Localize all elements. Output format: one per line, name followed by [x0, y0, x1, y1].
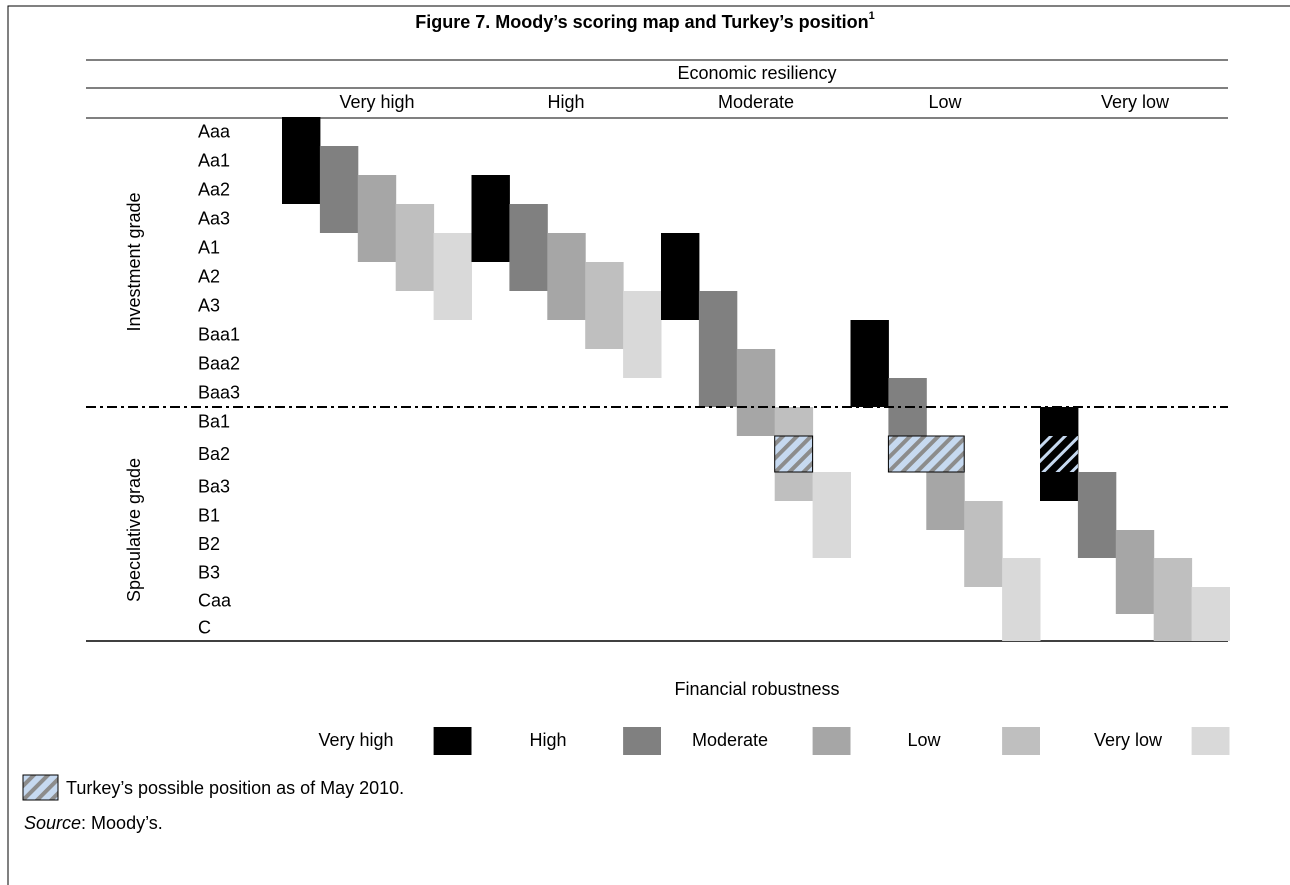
turkey-position	[774, 435, 814, 473]
score-block	[812, 472, 851, 558]
rating-label: B2	[198, 534, 220, 554]
note-icon	[22, 774, 59, 801]
column-header: Very low	[1101, 92, 1170, 112]
rating-label: Ba2	[198, 444, 230, 464]
source: Source: Moody’s.	[24, 813, 163, 833]
turkey-position	[887, 435, 965, 473]
rating-label: C	[198, 617, 211, 637]
score-block	[964, 501, 1003, 587]
rating-label: Ba1	[198, 411, 230, 431]
score-block	[1191, 587, 1230, 641]
score-block	[623, 291, 662, 378]
column-header: Very high	[339, 92, 414, 112]
score-block	[1002, 558, 1041, 641]
legend-swatch	[1191, 727, 1230, 755]
score-block	[1077, 472, 1117, 558]
rating-label: Baa1	[198, 324, 240, 344]
rating-label: Aaa	[198, 121, 231, 141]
rating-label: Baa2	[198, 353, 240, 373]
score-block	[850, 320, 889, 407]
legend-swatch	[433, 727, 472, 755]
legend-label: Very low	[1094, 730, 1163, 750]
footnote-mark: 1	[869, 10, 875, 22]
score-block	[585, 262, 624, 349]
rating-label: A3	[198, 295, 220, 315]
legend-label: Low	[907, 730, 941, 750]
column-header: High	[547, 92, 584, 112]
legend-swatch	[1002, 727, 1040, 755]
legend-label: Moderate	[692, 730, 768, 750]
title-text: Figure 7. Moody’s scoring map and Turkey…	[415, 12, 868, 32]
group-label: Speculative grade	[124, 458, 144, 602]
rating-label: Aa2	[198, 179, 230, 199]
score-block	[698, 291, 738, 407]
score-block	[395, 204, 435, 291]
frame	[7, 5, 1290, 885]
turkey-position	[1040, 436, 1078, 472]
score-block	[471, 175, 510, 262]
rating-label: Aa1	[198, 150, 230, 170]
rating-label: Caa	[198, 590, 232, 610]
legend-label: High	[529, 730, 566, 750]
note: Turkey’s possible position as of May 201…	[66, 778, 404, 798]
score-block	[661, 233, 700, 320]
source-text: : Moody’s.	[81, 813, 163, 833]
score-block	[736, 349, 776, 436]
rating-label: B3	[198, 562, 220, 582]
rating-label: B1	[198, 505, 220, 525]
legend-label: Very high	[318, 730, 393, 750]
rating-label: Aa3	[198, 208, 230, 228]
title: Figure 7. Moody’s scoring map and Turkey…	[415, 10, 875, 32]
columns-title: Economic resiliency	[677, 63, 836, 83]
group-label: Investment grade	[124, 192, 144, 331]
score-block	[509, 204, 548, 291]
score-block	[433, 233, 472, 320]
score-block	[357, 175, 397, 262]
score-block	[1153, 558, 1193, 641]
column-header: Moderate	[718, 92, 794, 112]
rating-label: Baa3	[198, 382, 240, 402]
legend-swatch	[812, 727, 851, 755]
score-block	[319, 146, 359, 233]
score-block	[282, 117, 321, 204]
rating-label: Ba3	[198, 476, 230, 496]
column-header: Low	[928, 92, 962, 112]
legend-swatch	[623, 727, 661, 755]
rating-label: A2	[198, 266, 220, 286]
score-block	[547, 233, 586, 320]
source-label: Source	[24, 813, 81, 833]
score-block	[1115, 530, 1155, 614]
legend-title: Financial robustness	[674, 679, 839, 699]
rating-label: A1	[198, 237, 220, 257]
